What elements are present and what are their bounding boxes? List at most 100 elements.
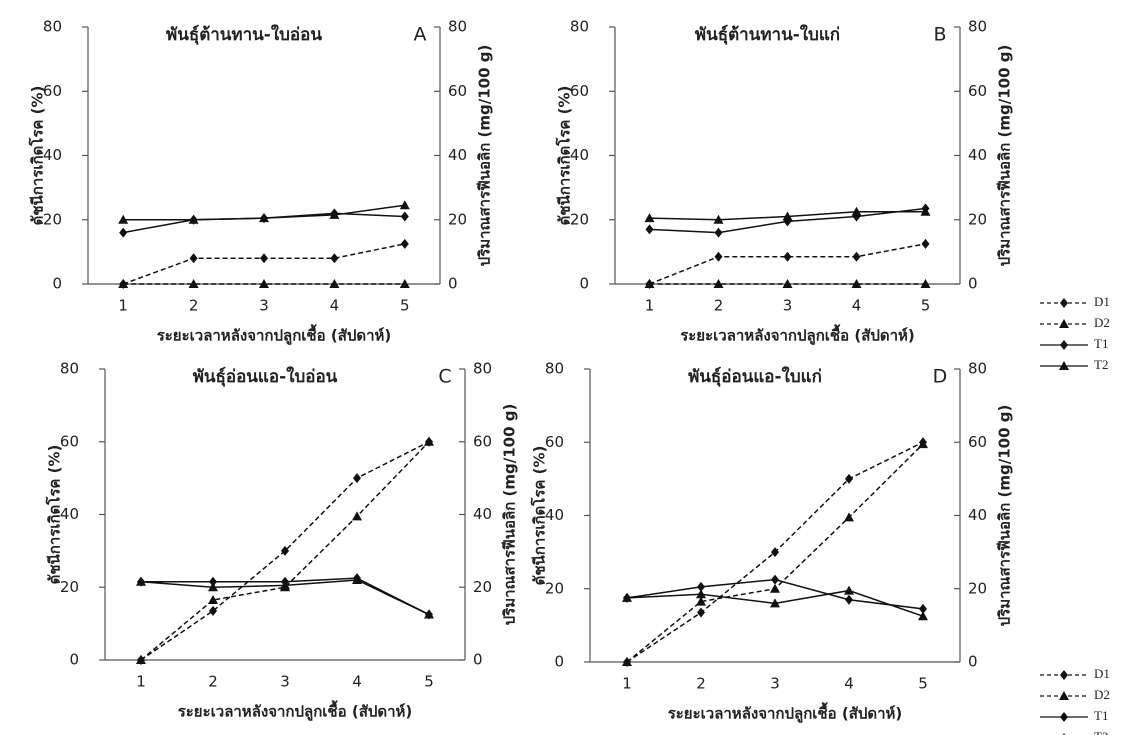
x-tick-label: 5 [424,673,434,691]
panel: 02040608002040608012345พันธุ์ต้านทาน-ใบแ… [555,18,1110,372]
x-tick-label: 2 [696,675,706,693]
marker [697,608,705,618]
x-tick-label: 3 [280,673,290,691]
y2-tick-label: 80 [473,360,492,378]
y2-axis-label: ปริมาณสารฟีนอลิก (mg/100 g) [996,45,1014,267]
x-tick-label: 4 [352,673,362,691]
marker [844,512,854,521]
panel-letter: B [933,24,946,46]
y-tick-label: 0 [52,275,62,293]
x-tick-label: 2 [208,673,218,691]
y-tick-label: 80 [545,360,564,378]
x-tick-label: 5 [921,297,931,315]
legend-marker [1059,319,1069,328]
legend-label: T1 [1094,336,1108,351]
y-axis-label: ดัชนีการเกิดโรค (%) [555,86,574,226]
x-tick-label: 1 [118,297,128,315]
marker [401,212,409,222]
marker [353,473,361,483]
y2-tick-label: 40 [473,505,492,523]
y2-tick-label: 80 [448,18,467,36]
marker [770,584,780,593]
legend-marker [1060,670,1068,680]
y2-tick-label: 40 [968,506,987,524]
y-tick-label: 80 [43,18,62,36]
legend-label: D1 [1094,294,1110,309]
legend-label: T2 [1094,357,1108,372]
x-tick-label: 3 [259,297,269,315]
x-tick-label: 4 [844,675,854,693]
chart-title: พันธุ์อ่อนแอ-ใบอ่อน [193,366,338,387]
x-tick-label: 5 [400,297,410,315]
marker [844,586,854,595]
chart-title: พันธุ์ต้านทาน-ใบอ่อน [166,24,322,45]
y-tick-label: 0 [69,651,79,669]
legend-label: T1 [1094,708,1108,723]
legend-label: D2 [1094,315,1110,330]
marker [918,439,928,448]
y2-tick-label: 0 [473,651,483,669]
y-tick-label: 0 [554,653,564,671]
x-axis-label: ระยะเวลาหลังจากปลูกเชื้อ (สัปดาห์) [668,702,903,724]
y2-tick-label: 20 [968,210,987,228]
series-line [123,244,405,284]
legend-marker [1060,298,1068,308]
y2-axis-label: ปริมาณสารฟีนอลิก (mg/100 g) [501,404,519,626]
x-tick-label: 2 [189,297,199,315]
panel: 02040608002040608012345พันธุ์อ่อนแอ-ใบแก… [530,360,1110,735]
marker [400,200,410,209]
y-tick-label: 80 [60,360,79,378]
y2-tick-label: 40 [448,146,467,164]
marker [771,575,779,585]
marker [330,253,338,263]
legend-label: D2 [1094,687,1110,702]
panel-letter: C [438,366,451,388]
x-tick-label: 1 [645,297,655,315]
y2-tick-label: 0 [968,653,978,671]
series-line [650,244,926,284]
legend-label: D1 [1094,666,1110,681]
y2-tick-label: 0 [448,275,458,293]
x-tick-label: 4 [852,297,862,315]
marker [401,239,409,249]
x-tick-label: 1 [136,673,146,691]
y2-tick-label: 60 [968,82,987,100]
y2-axis-label: ปริมาณสารฟีนอลิก (mg/100 g) [476,45,494,267]
marker [715,252,723,262]
y2-tick-label: 80 [968,18,987,36]
y2-axis-label: ปริมาณสารฟีนอลิก (mg/100 g) [996,405,1014,627]
x-axis-label: ระยะเวลาหลังจากปลูกเชื้อ (สัปดาห์) [178,700,413,722]
marker [209,606,217,616]
legend-marker [1059,691,1069,700]
panel-letter: D [933,366,948,388]
x-axis-label: ระยะเวลาหลังจากปลูกเชื้อ (สัปดาห์) [157,324,392,346]
x-tick-label: 1 [622,675,632,693]
marker [119,228,127,238]
y2-tick-label: 40 [968,146,987,164]
y-tick-label: 80 [570,18,589,36]
y2-tick-label: 80 [968,360,987,378]
y-axis-label: ดัชนีการเกิดโรค (%) [28,86,47,226]
x-tick-label: 5 [918,675,928,693]
marker [715,228,723,238]
y2-tick-label: 60 [968,433,987,451]
x-axis-label: ระยะเวลาหลังจากปลูกเชื้อ (สัปดาห์) [680,324,915,346]
marker [853,252,861,262]
x-tick-label: 3 [770,675,780,693]
legend-marker [1060,712,1068,722]
chart-title: พันธุ์ต้านทาน-ใบแก่ [695,24,840,45]
y2-tick-label: 60 [448,82,467,100]
marker [784,252,792,262]
marker [190,253,198,263]
figure: 02040608002040608012345พันธุ์ต้านทาน-ใบอ… [0,0,1146,735]
chart-title: พันธุ์อ่อนแอ-ใบแก่ [688,366,822,387]
x-tick-label: 2 [714,297,724,315]
y2-tick-label: 60 [473,432,492,450]
x-tick-label: 4 [330,297,340,315]
y-axis-label: ดัชนีการเกิดโรค (%) [45,445,64,585]
marker [646,224,654,234]
y2-tick-label: 20 [968,579,987,597]
marker [922,239,930,249]
